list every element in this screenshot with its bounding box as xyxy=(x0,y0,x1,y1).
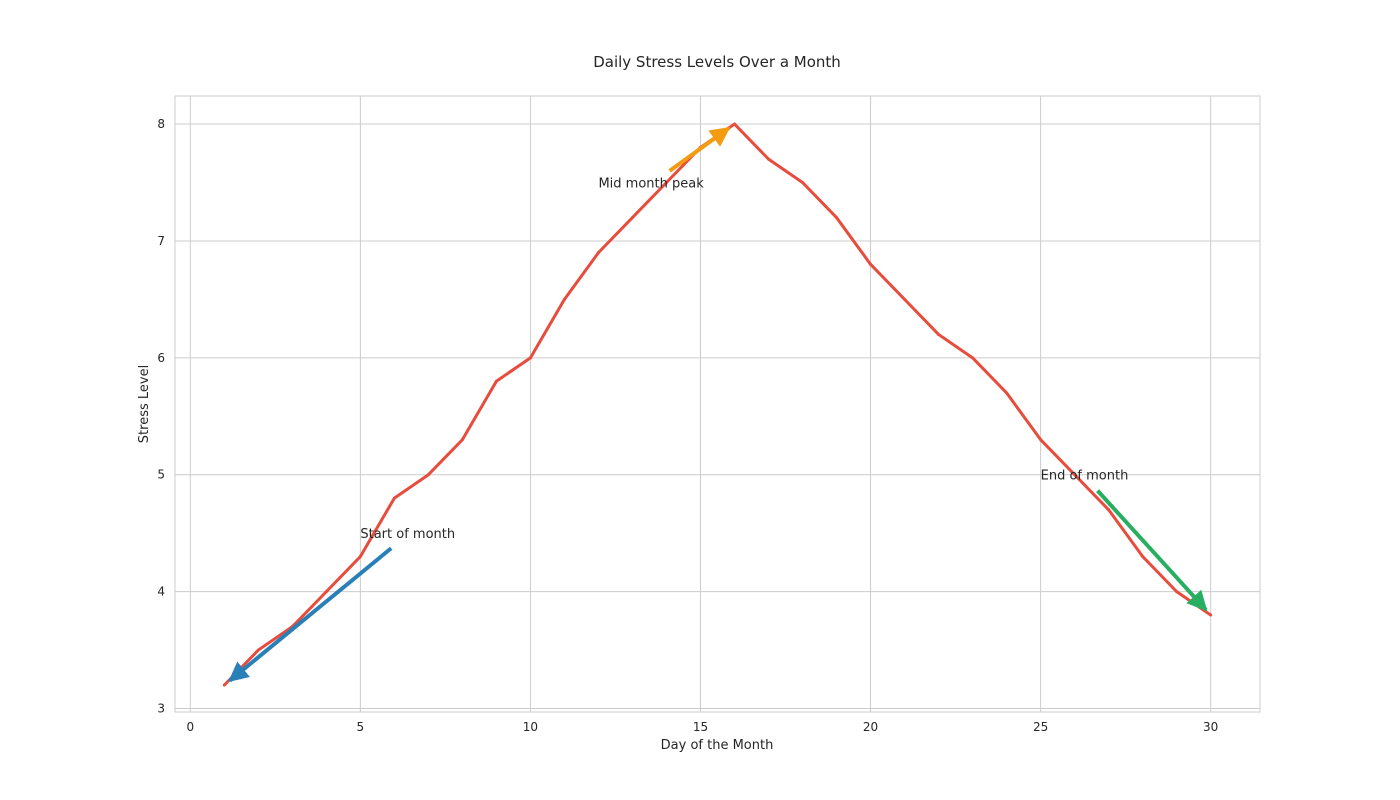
annotation-label: Start of month xyxy=(360,527,455,542)
data-point xyxy=(596,251,600,255)
x-axis-ticks: 0 5 10 15 20 25 30 xyxy=(186,720,1218,734)
y-tick-label: 8 xyxy=(157,117,165,131)
data-point xyxy=(1141,555,1145,559)
data-point xyxy=(562,297,566,301)
x-tick-label: 20 xyxy=(863,720,878,734)
data-point xyxy=(460,438,464,442)
data-point xyxy=(1175,590,1179,594)
data-point xyxy=(630,216,634,220)
annotations: Start of month Mid month peak End of month xyxy=(228,126,1208,683)
data-point xyxy=(1209,613,1213,617)
x-axis-label: Day of the Month xyxy=(661,738,774,753)
data-point xyxy=(835,216,839,220)
y-tick-label: 5 xyxy=(157,468,165,482)
data-point xyxy=(1073,473,1077,477)
data-point xyxy=(528,356,532,360)
data-point xyxy=(392,496,396,500)
x-tick-label: 25 xyxy=(1033,720,1048,734)
data-point xyxy=(869,262,873,266)
y-tick-label: 4 xyxy=(157,585,165,599)
data-point xyxy=(256,648,260,652)
data-point xyxy=(903,297,907,301)
x-tick-label: 15 xyxy=(693,720,708,734)
plot-area-frame xyxy=(174,95,1261,713)
annotation-label: End of month xyxy=(1041,469,1129,484)
data-point xyxy=(494,379,498,383)
annotation-arrow xyxy=(1096,489,1208,612)
data-point xyxy=(1005,391,1009,395)
data-point xyxy=(937,332,941,336)
data-point xyxy=(222,683,226,687)
data-point xyxy=(801,180,805,184)
data-point xyxy=(1107,508,1111,512)
y-tick-label: 7 xyxy=(157,234,165,248)
y-tick-label: 3 xyxy=(157,701,165,715)
data-point xyxy=(426,473,430,477)
annotation-arrow xyxy=(668,126,731,173)
annotation-arrow xyxy=(228,546,393,683)
data-point xyxy=(971,356,975,360)
data-point xyxy=(1039,438,1043,442)
data-point xyxy=(767,157,771,161)
x-tick-label: 30 xyxy=(1203,720,1218,734)
chart-title: Daily Stress Levels Over a Month xyxy=(593,53,841,71)
y-axis-label: Stress Level xyxy=(137,365,152,443)
x-tick-label: 0 xyxy=(186,720,194,734)
annotation-label: Mid month peak xyxy=(598,176,704,191)
data-point xyxy=(664,180,668,184)
x-tick-label: 10 xyxy=(523,720,538,734)
data-point xyxy=(358,555,362,559)
data-point xyxy=(324,590,328,594)
grid xyxy=(175,96,1260,712)
y-axis-ticks: 3 4 5 6 7 8 xyxy=(157,117,165,715)
y-tick-label: 6 xyxy=(157,351,165,365)
data-point xyxy=(733,122,737,126)
x-tick-label: 5 xyxy=(357,720,365,734)
